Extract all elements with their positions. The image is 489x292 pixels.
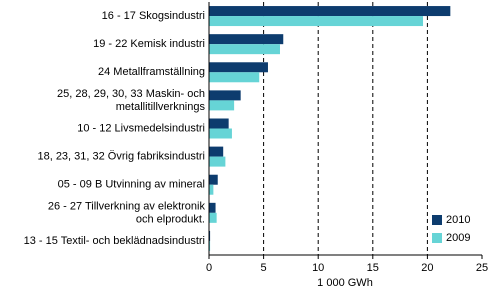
legend-swatch	[432, 233, 442, 243]
bar	[209, 6, 451, 17]
bar	[209, 16, 424, 27]
x-tick-label: 5	[261, 262, 267, 274]
x-tick-label: 15	[367, 262, 379, 274]
bar	[209, 202, 216, 213]
legend-label: 2009	[446, 232, 470, 244]
y-tick-label: 24 Metallframställning	[98, 66, 205, 78]
x-tick-label: 20	[421, 262, 433, 274]
legend-label: 2010	[446, 214, 470, 226]
bar	[209, 184, 214, 195]
bar	[209, 174, 218, 185]
bar	[209, 230, 211, 241]
bar	[209, 90, 241, 101]
x-axis-label: 1 000 GWh	[317, 277, 373, 289]
bar	[209, 72, 260, 83]
bar	[209, 128, 232, 139]
y-tick-label: 19 - 22 Kemisk industri	[93, 38, 205, 50]
bar	[209, 146, 224, 157]
y-tick-label: 25, 28, 29, 30, 33 Maskin- och metallitil…	[57, 88, 205, 113]
y-tick-label: 05 - 09 B Utvinning av mineral	[58, 179, 205, 191]
x-tick-label: 25	[476, 262, 488, 274]
bar	[209, 44, 280, 55]
y-tick-label: 13 - 15 Textil- och beklädnadsindustri	[24, 235, 205, 247]
bar	[209, 240, 211, 251]
y-tick-label: 10 - 12 Livsmedelsindustri	[77, 122, 205, 134]
bar	[209, 100, 235, 111]
bar	[209, 212, 217, 223]
x-tick-label: 10	[312, 262, 324, 274]
bar	[209, 118, 229, 129]
y-tick-label: 16 - 17 Skogsindustri	[102, 10, 205, 22]
bar	[209, 34, 284, 45]
bar	[209, 156, 226, 167]
y-tick-label: 26 - 27 Tillverkning av elektronik och el…	[48, 200, 206, 225]
legend-swatch	[432, 215, 442, 225]
bar	[209, 62, 268, 73]
y-tick-label: 18, 23, 31, 32 Övrig fabriksindustri	[37, 151, 205, 163]
x-tick-label: 0	[206, 262, 212, 274]
